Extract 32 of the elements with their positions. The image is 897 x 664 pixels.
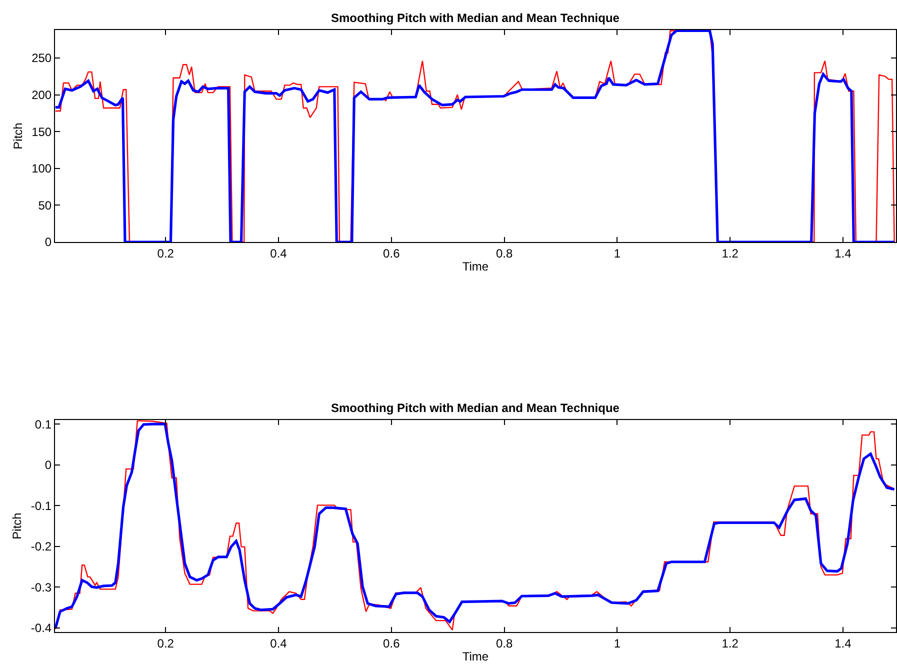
y-tick-label: 0.1 bbox=[34, 417, 52, 432]
y-axis-title: Pitch bbox=[10, 512, 24, 540]
x-tick-label: 1.4 bbox=[834, 246, 852, 260]
y-tick-label: -0.4 bbox=[30, 621, 52, 636]
y-tick-label: 0 bbox=[44, 235, 52, 250]
y-tick-label: -0.1 bbox=[30, 498, 52, 513]
x-tick-label: 1 bbox=[614, 636, 621, 650]
y-tick-label: -0.2 bbox=[30, 540, 52, 554]
x-tick-label: 1 bbox=[614, 246, 621, 260]
x-tick-label: 1.2 bbox=[722, 636, 739, 650]
y-tick-label: -0.3 bbox=[30, 580, 52, 594]
x-tick-label: 1.2 bbox=[722, 246, 739, 260]
x-tick-label: 0.4 bbox=[270, 636, 288, 650]
x-tick-label: 0.6 bbox=[383, 636, 400, 650]
y-tick-label: 200 bbox=[32, 88, 52, 102]
y-axis-title: Pitch bbox=[10, 122, 25, 150]
chart-title: Smoothing Pitch with Median and Mean Technique bbox=[331, 401, 620, 415]
x-tick-label: 0.8 bbox=[496, 636, 513, 650]
chart-title: Smoothing Pitch with Median and Mean Technique bbox=[331, 11, 620, 25]
x-tick-label: 1.4 bbox=[834, 636, 852, 650]
y-tick-label: 0 bbox=[44, 458, 52, 472]
x-axis-title: Time bbox=[462, 649, 489, 664]
y-tick-label: 250 bbox=[32, 51, 52, 66]
y-tick-label: 100 bbox=[32, 162, 52, 176]
x-tick-label: 0.2 bbox=[157, 246, 174, 260]
x-tick-label: 0.6 bbox=[383, 246, 400, 260]
x-tick-label: 0.4 bbox=[270, 246, 288, 260]
x-axis-title: Time bbox=[462, 259, 489, 274]
x-tick-label: 0.8 bbox=[496, 246, 513, 260]
x-tick-label: 0.2 bbox=[157, 636, 174, 650]
y-tick-label: 50 bbox=[38, 198, 52, 212]
y-tick-label: 150 bbox=[32, 124, 52, 139]
